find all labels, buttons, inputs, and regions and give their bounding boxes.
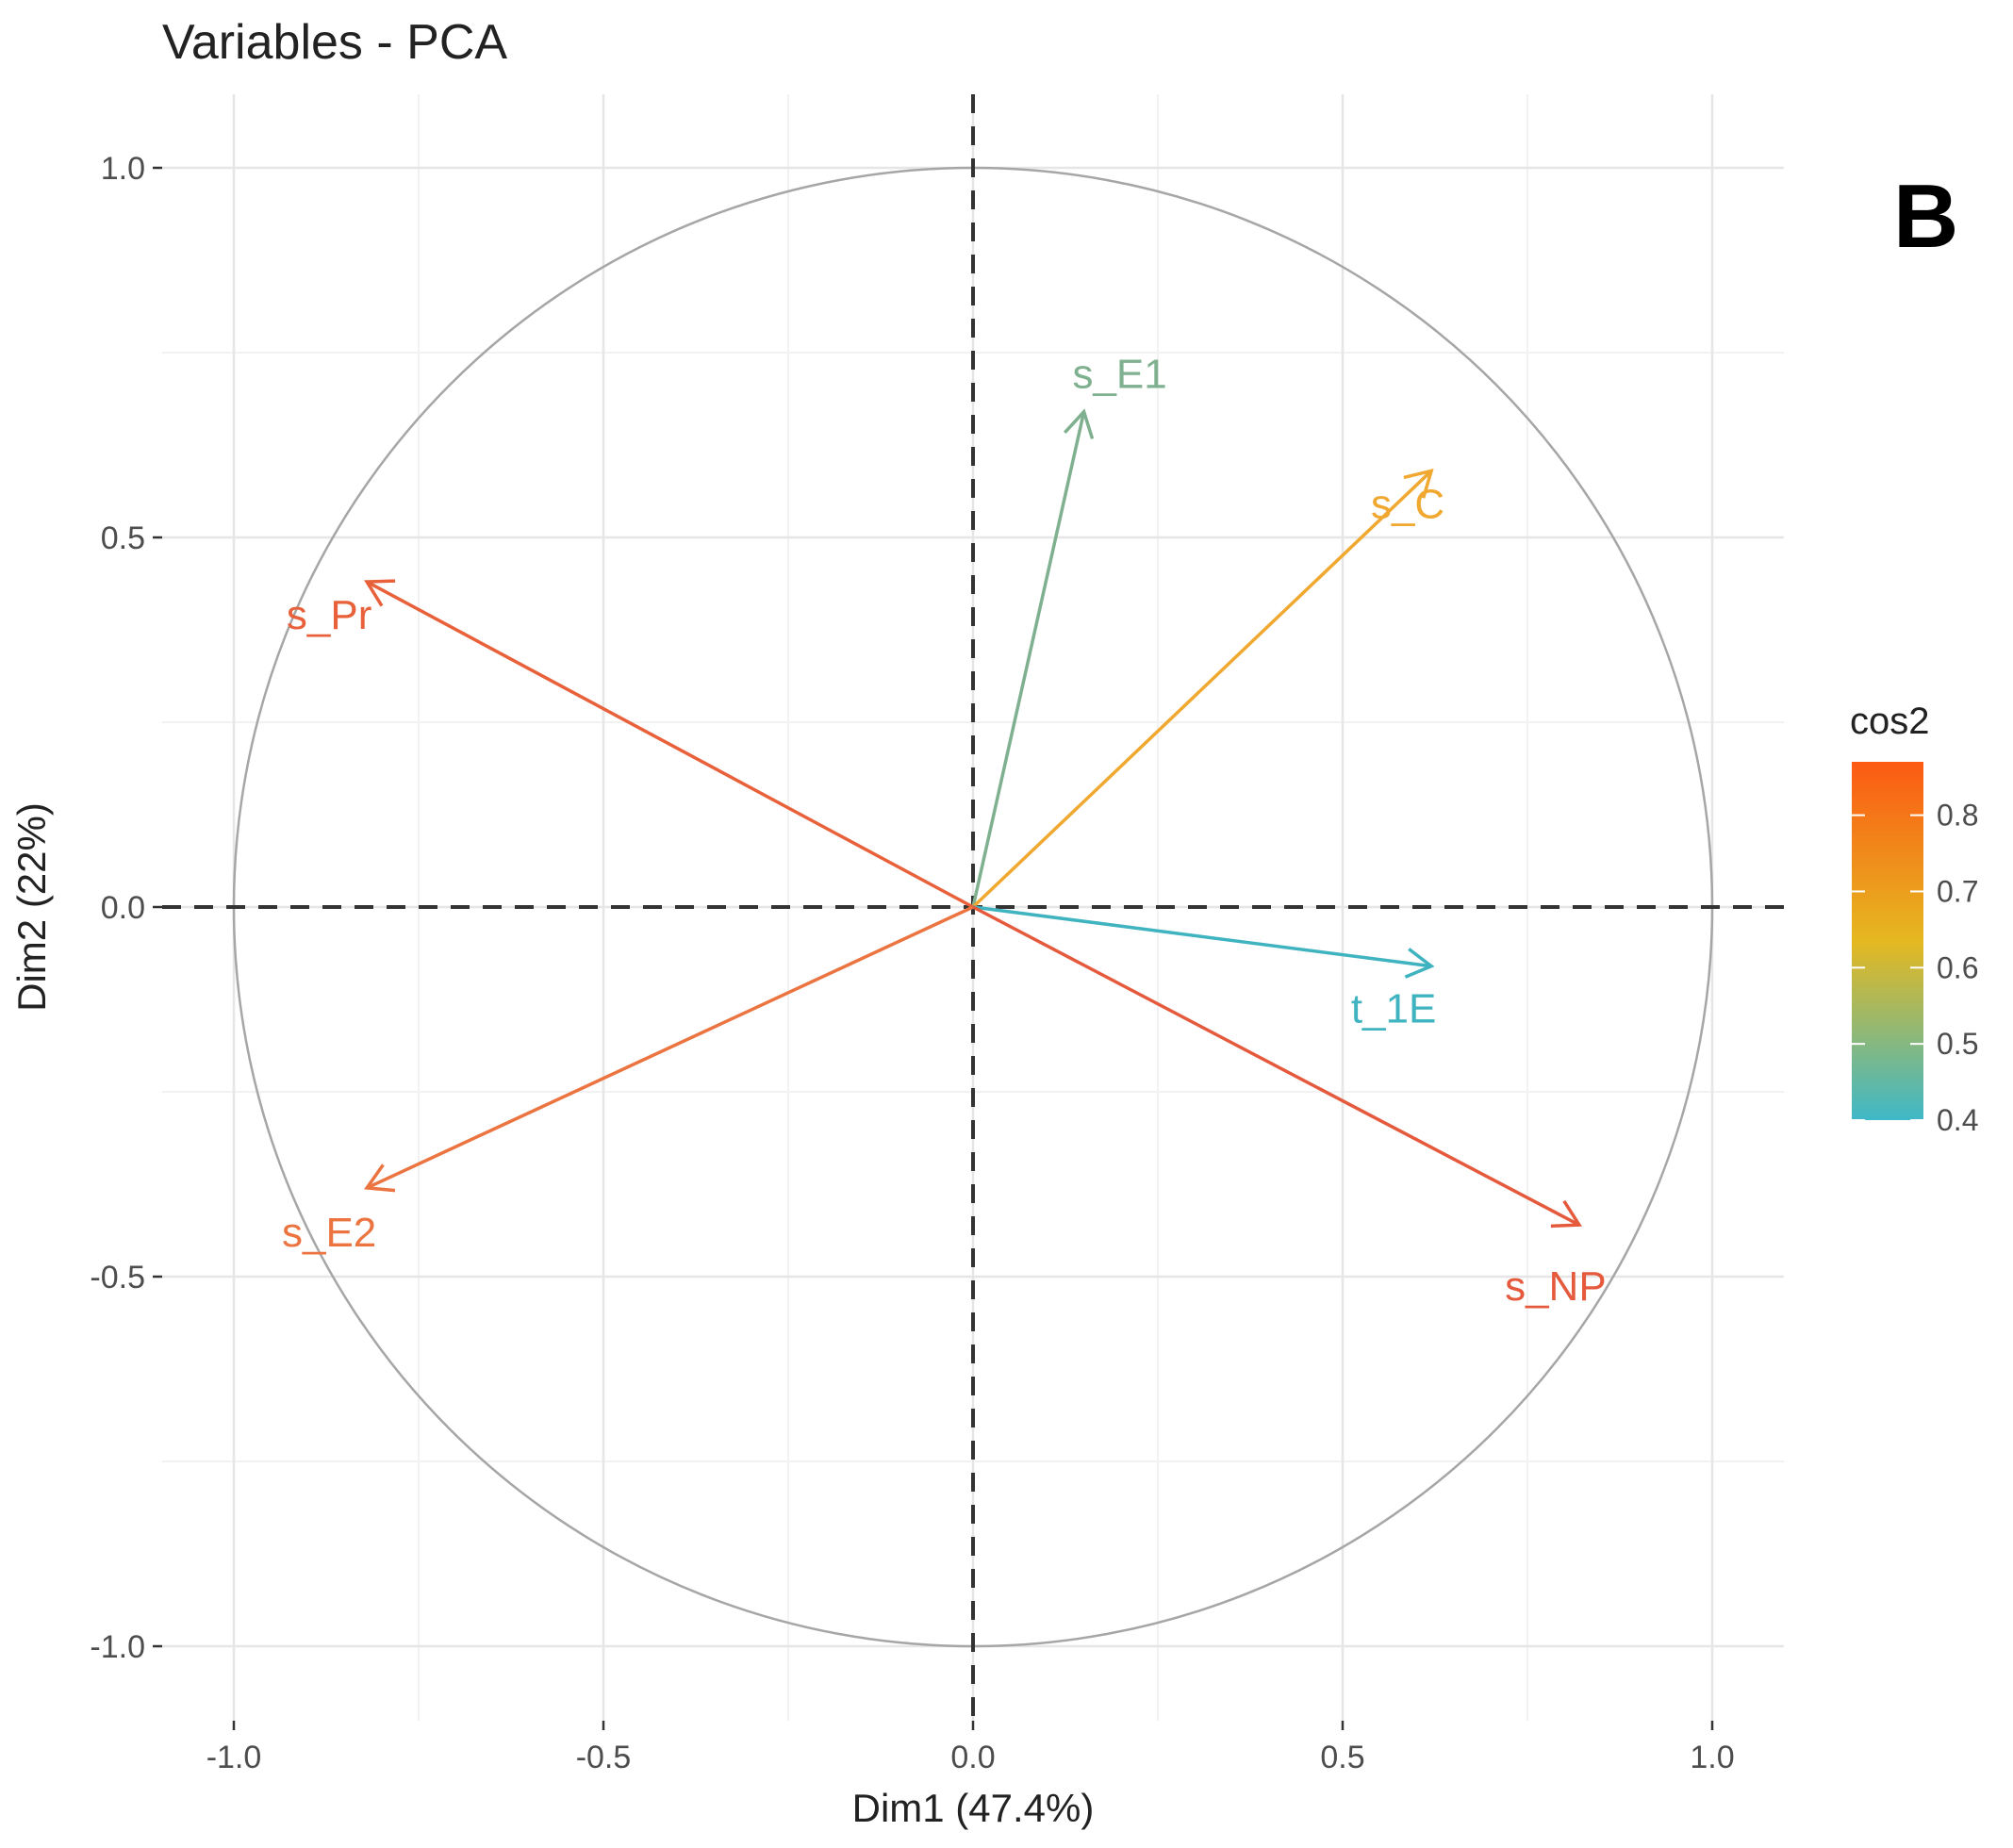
- panel-letter: B: [1893, 166, 1958, 267]
- chart-title: Variables - PCA: [162, 15, 507, 70]
- vector-label: s_Pr: [287, 592, 371, 638]
- vector-label: s_NP: [1505, 1263, 1607, 1310]
- vector-label: s_E1: [1072, 352, 1166, 398]
- y-tick-label: 1.0: [101, 151, 145, 187]
- x-tick-label: -1.0: [206, 1740, 262, 1775]
- legend-tick-label: 0.5: [1937, 1027, 1978, 1061]
- vector-label: s_C: [1371, 481, 1444, 527]
- vector-label: t_1E: [1351, 986, 1437, 1032]
- x-tick-label: -0.5: [576, 1740, 632, 1775]
- vector-s-e2: s_E2: [282, 905, 974, 1256]
- vector-s-pr: s_Pr: [287, 579, 974, 909]
- vector-s-c: s_C: [971, 469, 1444, 909]
- legend-ticks: 0.8 0.7 0.6 0.5 0.4: [1852, 799, 1978, 1137]
- vector-arrowhead: [1403, 469, 1434, 499]
- vector-t-1e: t_1E: [972, 905, 1437, 1032]
- vector-s-e1: s_E1: [971, 352, 1167, 908]
- legend-tick-label: 0.6: [1937, 950, 1978, 984]
- legend-tick-label: 0.7: [1937, 874, 1978, 908]
- legend-tick-label: 0.8: [1937, 799, 1978, 833]
- y-axis: 1.0 0.5 0.0 -0.5 -1.0: [90, 151, 162, 1665]
- legend-color-bar: [1852, 762, 1923, 1120]
- x-tick-label: 0.0: [950, 1740, 995, 1775]
- vector-line: [971, 470, 1433, 909]
- vector-line: [366, 580, 974, 909]
- y-tick-label: 0.5: [101, 520, 145, 556]
- vector-line: [972, 905, 1580, 1227]
- legend-tick-label: 0.4: [1937, 1103, 1978, 1137]
- vector-line: [971, 411, 1086, 908]
- y-tick-label: -1.0: [90, 1629, 145, 1665]
- vector-s-np: s_NP: [972, 905, 1607, 1310]
- vector-label: s_E2: [282, 1210, 376, 1256]
- x-axis-label: Dim1 (47.4%): [852, 1786, 1095, 1830]
- cos2-legend: cos2 0.8 0.7 0.6 0.5 0.4: [1850, 701, 1978, 1137]
- vector-arrowhead: [364, 579, 396, 607]
- vector-arrowhead: [1404, 948, 1435, 979]
- x-tick-label: 1.0: [1690, 1740, 1734, 1775]
- y-tick-label: 0.0: [101, 890, 145, 926]
- x-tick-label: 0.5: [1320, 1740, 1364, 1775]
- y-axis-label: Dim2 (22%): [9, 802, 54, 1012]
- vector-line: [972, 905, 1432, 968]
- x-axis: -1.0 -0.5 0.0 0.5 1.0: [206, 1721, 1735, 1775]
- y-tick-label: -0.5: [90, 1260, 145, 1295]
- legend-title: cos2: [1850, 701, 1930, 742]
- vector-arrowhead: [363, 1163, 396, 1193]
- vector-arrowhead: [1063, 408, 1095, 439]
- variable-vectors: s_E1 s_C s_Pr t_1E s_E2 s_NP: [282, 352, 1607, 1310]
- vector-line: [366, 905, 974, 1190]
- vector-arrowhead: [1550, 1199, 1582, 1229]
